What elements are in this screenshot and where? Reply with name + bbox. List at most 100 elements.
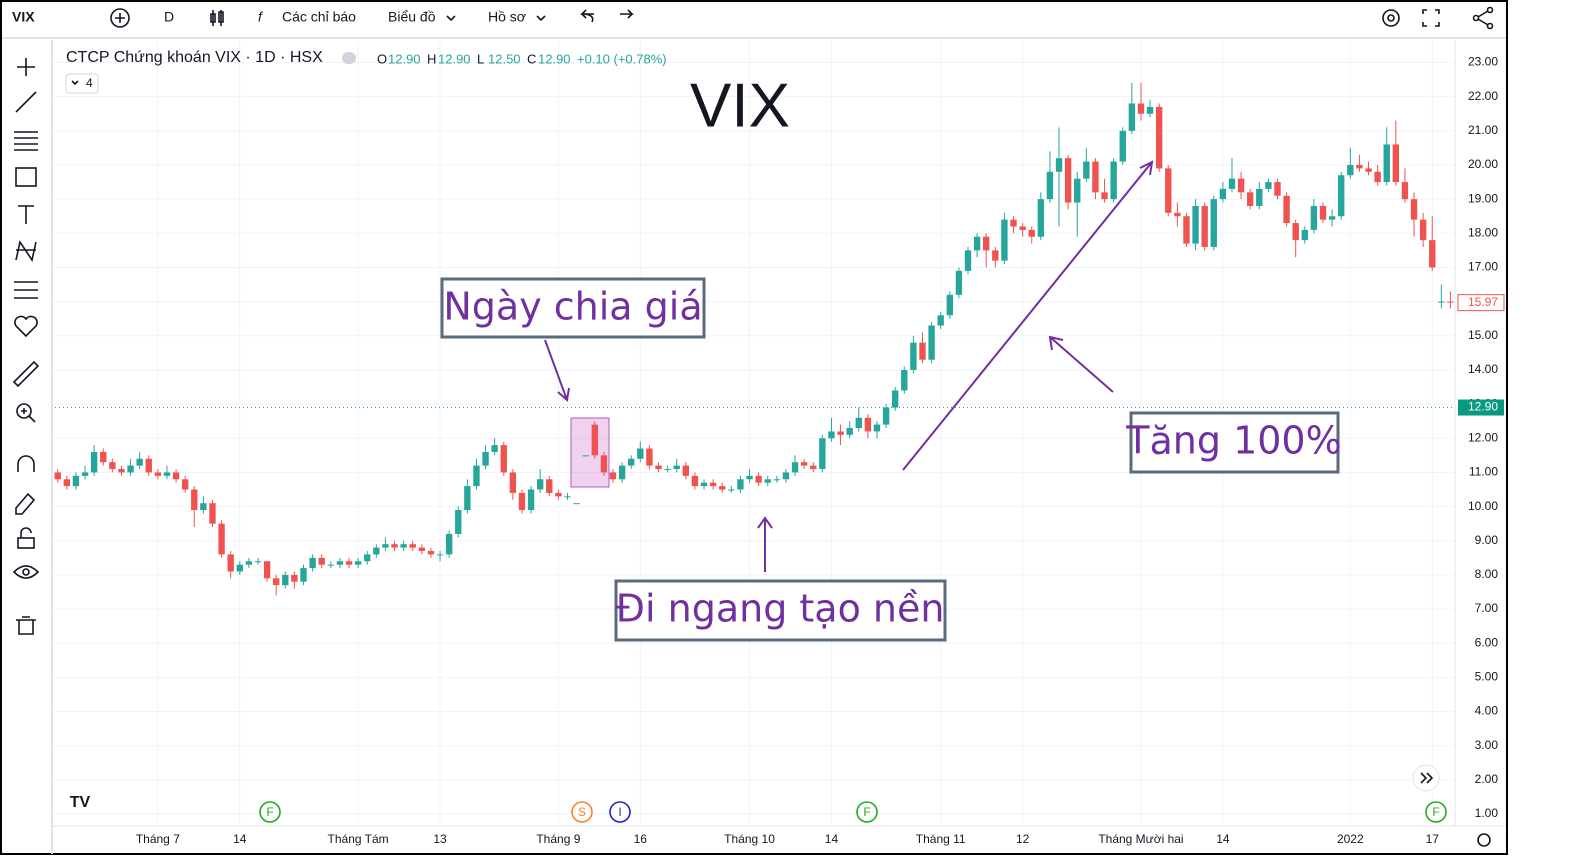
lock-tool[interactable] — [17, 537, 35, 549]
y-tick-label: 10.00 — [1468, 499, 1498, 513]
y-tick-label: 2.00 — [1475, 772, 1499, 786]
candle-body — [546, 479, 553, 493]
candle-body — [910, 342, 917, 370]
annotation-box — [614, 579, 947, 642]
chart-type-icon[interactable] — [210, 10, 224, 26]
undo-icon[interactable] — [580, 9, 594, 23]
trend-line-tool[interactable] — [15, 91, 37, 113]
candle-body — [1237, 178, 1245, 193]
y-tick-label: 12.00 — [1468, 430, 1498, 444]
text-tool[interactable] — [18, 205, 34, 224]
candle-body — [354, 561, 362, 565]
fullscreen-icon[interactable] — [1422, 9, 1440, 27]
candle-body — [855, 417, 862, 429]
crosshair-tool[interactable] — [17, 58, 35, 76]
lock-tool-shackle — [20, 527, 32, 538]
fx-icon: f — [258, 9, 264, 25]
candle-body — [810, 465, 817, 470]
candle-body — [464, 486, 471, 511]
ohlc-value: 12.90 — [538, 51, 571, 66]
profile-button[interactable]: Hồ sơ — [488, 9, 526, 25]
candle-body — [1110, 161, 1117, 200]
candle-body — [691, 475, 699, 487]
annotation-text: Đi ngang tạo nền — [616, 587, 945, 631]
candle-body — [72, 475, 80, 487]
y-tick-label: 6.00 — [1475, 635, 1499, 649]
candle-body — [1001, 219, 1008, 261]
event-marker[interactable] — [856, 801, 878, 823]
zoom-tool[interactable] — [16, 403, 32, 419]
icon-tool[interactable] — [14, 315, 38, 338]
visibility-tool[interactable] — [12, 565, 40, 579]
candle-body — [1074, 178, 1081, 203]
prediction-tool[interactable] — [14, 281, 38, 299]
candle-body — [755, 475, 762, 483]
candle-body — [1401, 182, 1409, 200]
redo-icon[interactable] — [620, 9, 634, 19]
candle-body — [491, 445, 498, 452]
candle-body — [500, 445, 507, 473]
candle-body — [1265, 182, 1272, 189]
candle-body — [992, 250, 999, 261]
candle-body — [637, 448, 644, 459]
candle-body — [172, 472, 180, 480]
pattern-tool[interactable] — [15, 239, 37, 263]
fib-tool[interactable] — [14, 131, 38, 151]
ohlc-change: +0.10 (+0.78%) — [577, 51, 667, 66]
x-tick-label: 14 — [825, 832, 839, 846]
candle-body — [527, 489, 535, 511]
candle-body — [391, 544, 398, 548]
tv-logo: TV — [70, 794, 91, 811]
delete-tool[interactable] — [16, 616, 36, 635]
candle-body — [1438, 301, 1445, 303]
arrow — [757, 516, 773, 572]
measure-tool[interactable] — [12, 360, 40, 388]
candle-body — [928, 325, 935, 360]
candle-body — [109, 462, 116, 470]
ohlc-value: 12.90 — [438, 51, 471, 66]
settings-icon[interactable] — [1382, 9, 1400, 27]
event-marker[interactable] — [609, 801, 631, 823]
candle-body — [573, 503, 580, 505]
y-tick-label: 5.00 — [1475, 670, 1499, 684]
price-line-tag — [1458, 399, 1504, 416]
candle-body — [873, 424, 881, 432]
x-tick-label: 12 — [1016, 832, 1030, 846]
indicator-toggle[interactable] — [65, 73, 99, 94]
legend-toggle[interactable] — [342, 52, 356, 64]
candle-body — [1137, 103, 1145, 114]
lock-drawing-tool[interactable] — [15, 492, 36, 515]
candle-body — [427, 551, 435, 555]
x-tick-label: 14 — [233, 832, 247, 846]
indicator-count: 4 — [86, 76, 93, 90]
ohlc-key: H — [427, 51, 436, 66]
magnet-tool[interactable] — [17, 455, 35, 472]
chart-dropdown — [446, 15, 456, 22]
event-marker[interactable] — [571, 801, 593, 823]
candle-body — [200, 503, 207, 511]
candle-body — [846, 428, 853, 435]
chart-button[interactable]: Biểu đồ — [388, 9, 436, 25]
shape-tool[interactable] — [15, 167, 37, 187]
x-tick-label: 16 — [634, 832, 648, 846]
symbol-button[interactable]: VIX — [12, 9, 35, 25]
candle-body — [891, 390, 899, 408]
share-icon[interactable] — [1472, 14, 1480, 22]
scroll-right-icon — [1420, 772, 1434, 784]
candle-body — [518, 492, 526, 511]
add-symbol-icon[interactable] — [110, 8, 130, 28]
candle-body — [955, 270, 963, 295]
event-marker[interactable] — [259, 801, 281, 823]
interval-button[interactable]: D — [164, 9, 174, 25]
x-tick-label: 17 — [1426, 832, 1440, 846]
candle-body — [218, 523, 225, 555]
y-tick-label: 21.00 — [1468, 123, 1498, 137]
candle-body — [382, 544, 389, 548]
price-line-label: 12.90 — [1468, 400, 1498, 414]
axis-settings-icon[interactable] — [1477, 833, 1491, 847]
candle-body — [1092, 161, 1099, 193]
event-marker[interactable] — [1425, 801, 1447, 823]
indicators-button[interactable]: Các chỉ báo — [282, 9, 356, 25]
candle-body — [946, 294, 953, 316]
last-price-label: 15.97 — [1468, 295, 1498, 309]
